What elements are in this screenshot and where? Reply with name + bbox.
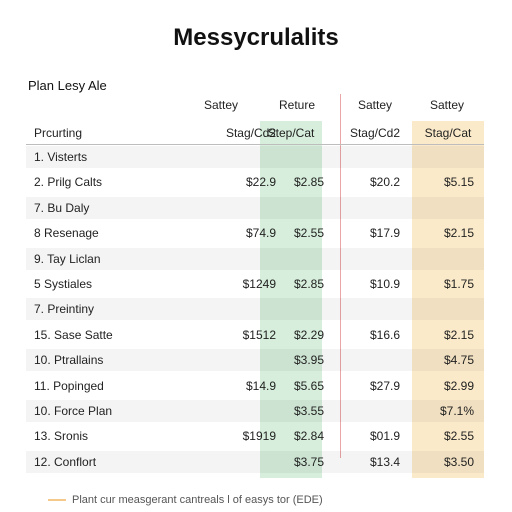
row-label: 9. Tay Liclan — [34, 252, 101, 266]
row-value-3: $17.9 — [369, 226, 400, 240]
table-row: 7. Bu Daly — [26, 197, 484, 219]
row-label: 11. Popinged — [34, 379, 104, 393]
column-divider — [340, 94, 341, 458]
column-header-4: Stag/Cat — [424, 126, 472, 140]
row-label: 7. Preintiny — [34, 302, 95, 316]
row-value-2: $3.75 — [293, 455, 324, 469]
row-value-4: $5.15 — [443, 175, 474, 189]
plan-label: Plan Lesy Ale — [28, 78, 107, 93]
row-value-3: $10.9 — [369, 277, 400, 291]
legend-swatch — [48, 499, 66, 502]
row-label: 8 Resenage — [34, 226, 99, 240]
row-value-3: $20.2 — [369, 175, 400, 189]
row-value-2: $3.55 — [293, 404, 324, 418]
row-value-3: $01.9 — [369, 429, 400, 443]
table-row: 10. Ptrallains $3.95 $4.75 — [26, 349, 484, 371]
column-header-1: Stag/Cd2 — [225, 126, 276, 140]
table-header-row: Prcurting Stag/Cd2 Step/Cat Stag/Cd2 Sta… — [26, 122, 484, 145]
row-value-2: $3.95 — [293, 353, 324, 367]
row-label: 13. Sronis — [34, 429, 89, 443]
row-label: 1. Visterts — [34, 150, 88, 164]
group-header-2: Reture — [278, 98, 316, 112]
row-value-2: $5.65 — [293, 379, 324, 393]
table-row: 12. Conflort $3.75 $13.4 $3.50 — [26, 451, 484, 473]
row-value-4: $4.75 — [443, 353, 474, 367]
row-value-3: $27.9 — [369, 379, 400, 393]
row-label: 7. Bu Daly — [34, 201, 90, 215]
row-value-4: $7.1% — [439, 404, 474, 418]
row-value-1: $22.9 — [245, 175, 276, 189]
page-title: Messycrulalits — [173, 24, 339, 51]
table-row: 8 Resenage $74.9 $2.55 $17.9 $2.15 — [26, 222, 484, 244]
row-value-1: $14.9 — [245, 379, 276, 393]
row-value-4: $3.50 — [443, 455, 474, 469]
row-value-2: $2.85 — [293, 175, 324, 189]
table-row: 13. Sronis $1919 $2.84 $01.9 $2.55 — [26, 425, 484, 447]
table-row: 9. Tay Liclan — [26, 248, 484, 270]
table-row: 10. Force Plan $3.55 $7.1% — [26, 400, 484, 422]
row-label: 5 Systiales — [34, 277, 93, 291]
row-value-3: $13.4 — [369, 455, 400, 469]
group-header-3: Sattey — [357, 98, 393, 112]
row-label: 12. Conflort — [34, 455, 97, 469]
highlight-column-green — [260, 121, 322, 478]
row-value-1: $1249 — [242, 277, 276, 291]
row-value-2: $2.29 — [293, 328, 324, 342]
table-row: 2. Prilg Calts $22.9 $2.85 $20.2 $5.15 — [26, 171, 484, 193]
row-value-4: $2.15 — [443, 328, 474, 342]
row-value-1: $1512 — [242, 328, 276, 342]
highlight-column-orange — [412, 121, 484, 478]
row-label: 10. Ptrallains — [34, 353, 104, 367]
row-label: 2. Prilg Calts — [34, 175, 103, 189]
row-value-2: $2.84 — [293, 429, 324, 443]
row-label: 10. Force Plan — [34, 404, 113, 418]
column-header-3: Stag/Cd2 — [349, 126, 400, 140]
table-row: 7. Preintiny — [26, 298, 484, 320]
row-value-1: $74.9 — [245, 226, 276, 240]
row-label: 15. Sase Satte — [34, 328, 113, 342]
group-header-1: Sattey — [203, 98, 239, 112]
row-value-4: $1.75 — [443, 277, 474, 291]
row-value-4: $2.15 — [443, 226, 474, 240]
row-value-2: $2.85 — [293, 277, 324, 291]
table-row: 15. Sase Satte $1512 $2.29 $16.6 $2.15 — [26, 324, 484, 346]
row-value-4: $2.55 — [443, 429, 474, 443]
table-row: 5 Systiales $1249 $2.85 $10.9 $1.75 — [26, 273, 484, 295]
footer-note: Plant cur measgerant cantreals l of easy… — [48, 494, 323, 506]
column-header-label: Prcurting — [34, 126, 83, 140]
row-value-3: $16.6 — [369, 328, 400, 342]
group-header-4: Sattey — [429, 98, 465, 112]
column-header-2: Step/Cat — [267, 126, 315, 140]
row-value-4: $2.99 — [443, 379, 474, 393]
row-value-2: $2.55 — [293, 226, 324, 240]
footer-text: Plant cur measgerant cantreals l of easy… — [72, 494, 323, 506]
row-value-1: $1919 — [242, 429, 276, 443]
table-row: 11. Popinged $14.9 $5.65 $27.9 $2.99 — [26, 375, 484, 397]
table-row: 1. Visterts — [26, 146, 484, 168]
